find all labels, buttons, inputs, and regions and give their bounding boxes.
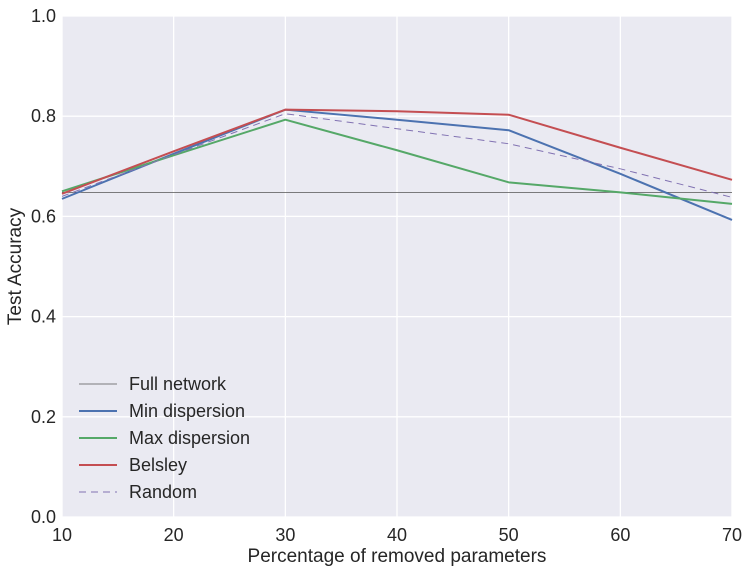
x-tick-label: 60 [610,525,630,545]
legend-label-full-network: Full network [129,374,227,394]
series-lines [61,108,733,221]
x-axis-label: Percentage of removed parameters [248,546,547,567]
x-tick-label: 40 [387,525,407,545]
y-axis-label: Test Accuracy [5,207,26,325]
legend-label-random: Random [129,482,197,502]
y-tick-label: 0.6 [31,206,56,226]
grid-lines [61,15,733,518]
series-line-random [61,113,733,198]
y-tick-label: 1.0 [31,6,56,26]
legend-label-max-dispersion: Max dispersion [129,428,250,448]
legend-label-belsley: Belsley [129,455,187,475]
series-line-min-dispersion [61,108,733,221]
x-tick-label: 50 [499,525,519,545]
y-tick-label: 0.8 [31,106,56,126]
series-line-max-dispersion [61,118,733,205]
legend: Full network Min dispersion Max dispersion… [79,374,250,502]
y-tick-label: 0.4 [31,307,56,327]
x-tick-label: 20 [164,525,184,545]
x-tick-label: 30 [275,525,295,545]
y-tick-label: 0.0 [31,507,56,527]
x-tick-label: 70 [722,525,742,545]
x-tick-label: 10 [52,525,72,545]
y-tick-labels: 0.0 0.2 0.4 0.6 0.8 1.0 [31,6,56,527]
series-line-belsley [61,108,733,195]
x-tick-labels: 10 20 30 40 50 60 70 [52,525,742,545]
legend-label-min-dispersion: Min dispersion [129,401,245,421]
y-tick-label: 0.2 [31,407,56,427]
